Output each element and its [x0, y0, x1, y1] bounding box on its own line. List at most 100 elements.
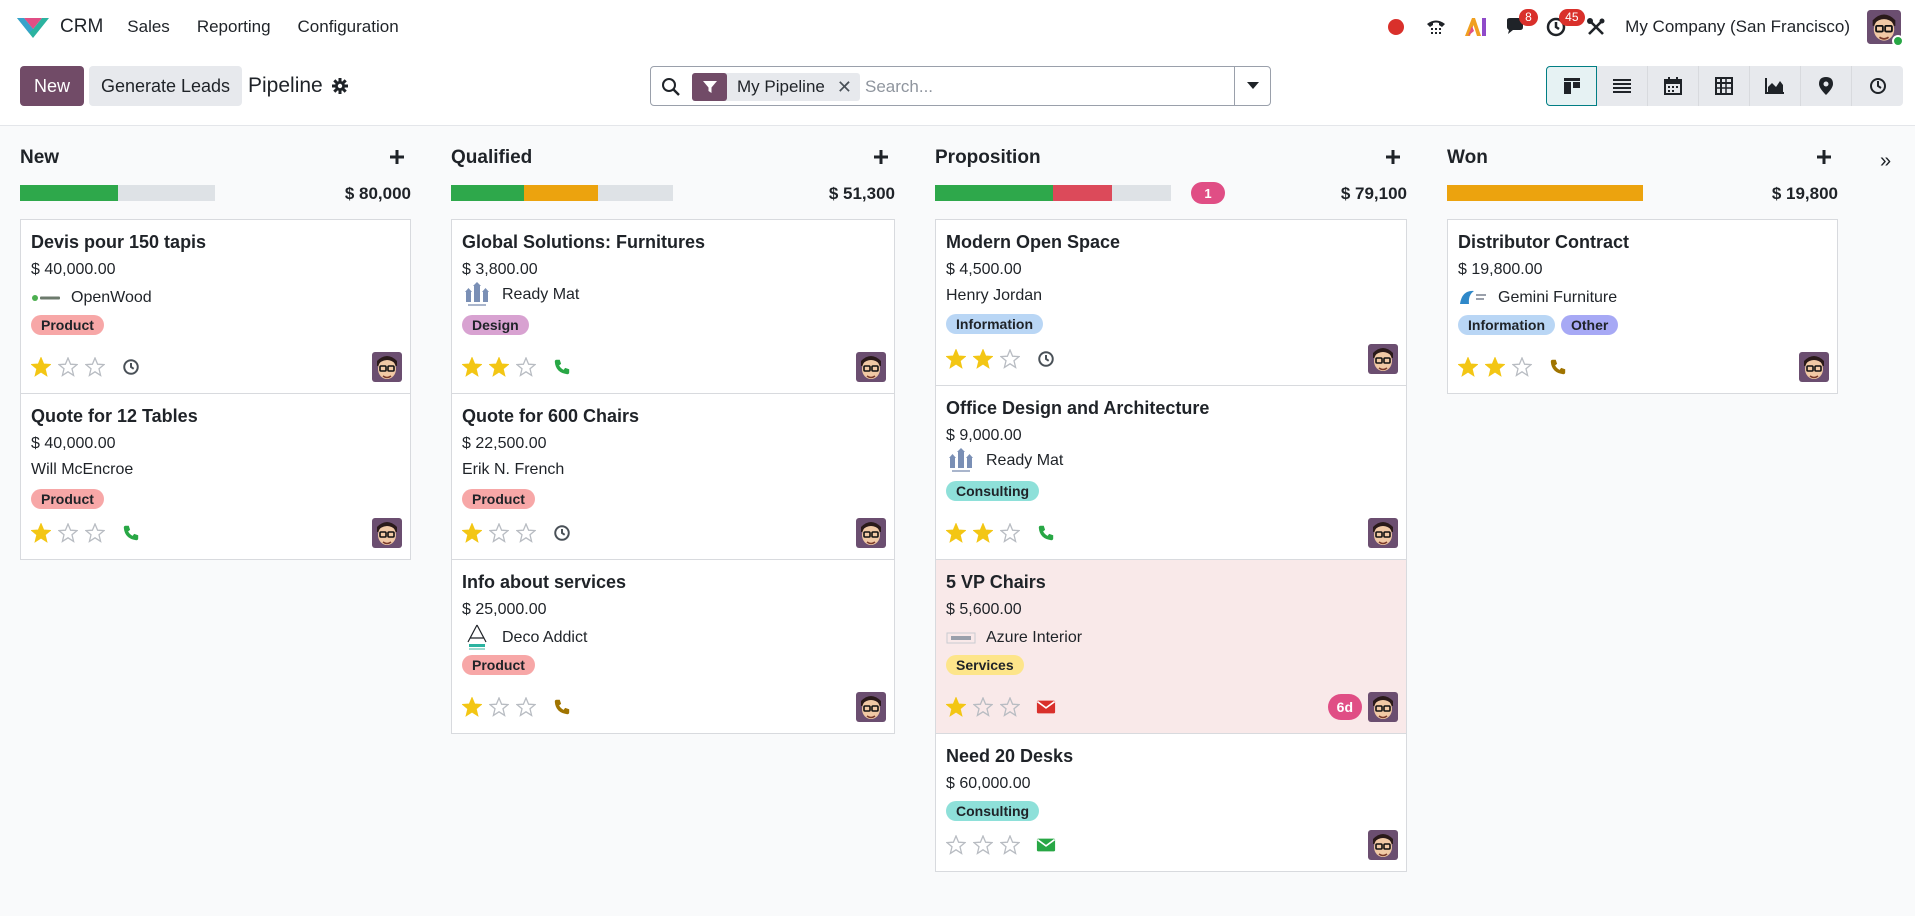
star-empty-icon[interactable] [1511, 356, 1533, 377]
list-view-button[interactable] [1597, 66, 1648, 106]
clock-activity-icon[interactable] [552, 523, 572, 543]
kanban-card[interactable]: Office Design and Architecture $ 9,000.00… [935, 385, 1407, 560]
salesperson-avatar[interactable] [856, 692, 886, 722]
company-switcher[interactable]: My Company (San Francisco) [1625, 17, 1850, 36]
menu-configuration[interactable]: Configuration [297, 17, 399, 36]
column-progress-bar[interactable] [20, 185, 215, 201]
progress-segment[interactable] [20, 185, 118, 201]
menu-reporting[interactable]: Reporting [196, 17, 271, 36]
star-filled-icon[interactable] [461, 696, 483, 717]
gear-icon[interactable] [332, 78, 348, 94]
progress-segment[interactable] [935, 185, 1053, 201]
salesperson-avatar[interactable] [856, 518, 886, 548]
quick-create-plus-icon[interactable] [389, 149, 405, 165]
map-view-button[interactable] [1801, 66, 1852, 106]
kanban-card[interactable]: 5 VP Chairs $ 5,600.00 Azure Interior Servi… [935, 559, 1407, 734]
mail-activity-icon[interactable] [1036, 697, 1056, 717]
progress-segment[interactable] [1447, 185, 1643, 201]
recording-indicator[interactable] [1379, 10, 1413, 44]
star-empty-icon[interactable] [515, 356, 537, 377]
generate-leads-button[interactable]: Generate Leads [89, 66, 242, 106]
salesperson-avatar[interactable] [372, 518, 402, 548]
kanban-card[interactable]: Quote for 12 Tables $ 40,000.00 Will McEnc… [20, 393, 411, 560]
star-empty-icon[interactable] [945, 834, 967, 855]
phone-activity-icon[interactable] [121, 523, 141, 543]
graph-view-button[interactable] [1750, 66, 1801, 106]
star-empty-icon[interactable] [972, 834, 994, 855]
menu-sales[interactable]: Sales [127, 17, 170, 36]
column-progress-bar[interactable] [935, 185, 1171, 201]
remove-facet-icon[interactable]: ✕ [836, 76, 852, 97]
quick-create-plus-icon[interactable] [873, 149, 889, 165]
star-filled-icon[interactable] [488, 356, 510, 377]
star-empty-icon[interactable] [84, 356, 106, 377]
star-filled-icon[interactable] [30, 522, 52, 543]
phone-activity-icon[interactable] [1036, 523, 1056, 543]
kanban-card[interactable]: Global Solutions: Furnitures $ 3,800.00 Re… [451, 219, 895, 394]
star-filled-icon[interactable] [972, 522, 994, 543]
star-empty-icon[interactable] [972, 696, 994, 717]
star-empty-icon[interactable] [515, 696, 537, 717]
salesperson-avatar[interactable] [1799, 352, 1829, 382]
star-filled-icon[interactable] [945, 696, 967, 717]
star-filled-icon[interactable] [461, 522, 483, 543]
fold-columns-icon[interactable]: » [1880, 150, 1892, 172]
star-empty-icon[interactable] [488, 696, 510, 717]
pivot-view-button[interactable] [1699, 66, 1750, 106]
mail-activity-icon[interactable] [1036, 835, 1056, 855]
star-empty-icon[interactable] [999, 348, 1021, 369]
star-filled-icon[interactable] [1457, 356, 1479, 377]
discuss-button[interactable]: 8 [1499, 9, 1538, 44]
star-empty-icon[interactable] [84, 522, 106, 543]
debug-tools-button[interactable] [1579, 10, 1613, 44]
kanban-card[interactable]: Distributor Contract $ 19,800.00 Gemini Fu… [1447, 219, 1838, 394]
salesperson-avatar[interactable] [1368, 692, 1398, 722]
star-empty-icon[interactable] [57, 522, 79, 543]
calendar-view-button[interactable] [1648, 66, 1699, 106]
star-empty-icon[interactable] [999, 696, 1021, 717]
search-icon[interactable] [661, 77, 681, 97]
star-empty-icon[interactable] [488, 522, 510, 543]
salesperson-avatar[interactable] [372, 352, 402, 382]
star-filled-icon[interactable] [972, 348, 994, 369]
new-button[interactable]: New [20, 66, 84, 106]
star-filled-icon[interactable] [945, 348, 967, 369]
kanban-card[interactable]: Info about services $ 25,000.00 Deco Addic… [451, 559, 895, 734]
kanban-card[interactable]: Need 20 Desks $ 60,000.00 Consulting [935, 733, 1407, 872]
phone-activity-icon[interactable] [552, 697, 572, 717]
quick-create-plus-icon[interactable] [1816, 149, 1832, 165]
kanban-card[interactable]: Devis pour 150 tapis $ 40,000.00 OpenWood P… [20, 219, 411, 394]
activity-button[interactable]: 45 [1539, 9, 1585, 44]
star-empty-icon[interactable] [999, 834, 1021, 855]
star-empty-icon[interactable] [57, 356, 79, 377]
phone-activity-icon[interactable] [1548, 357, 1568, 377]
ai-button[interactable] [1459, 10, 1493, 44]
salesperson-avatar[interactable] [1368, 518, 1398, 548]
progress-segment[interactable] [1053, 185, 1112, 201]
activity-view-button[interactable] [1852, 66, 1903, 106]
star-empty-icon[interactable] [515, 522, 537, 543]
kanban-card[interactable]: Modern Open Space $ 4,500.00 Henry Jordan I… [935, 219, 1407, 386]
voip-phone-button[interactable] [1419, 10, 1453, 44]
progress-segment[interactable] [524, 185, 598, 201]
salesperson-avatar[interactable] [1368, 344, 1398, 374]
column-record-count[interactable]: 1 [1191, 182, 1225, 204]
app-brand[interactable]: CRM [16, 14, 103, 40]
progress-segment[interactable] [451, 185, 525, 201]
quick-create-plus-icon[interactable] [1385, 149, 1401, 165]
search-options-toggle[interactable] [1234, 67, 1270, 105]
clock-activity-icon[interactable] [1036, 349, 1056, 369]
search-facet[interactable]: My Pipeline ✕ [692, 73, 860, 101]
star-filled-icon[interactable] [30, 356, 52, 377]
clock-activity-icon[interactable] [121, 357, 141, 377]
kanban-view-button[interactable] [1546, 66, 1597, 106]
salesperson-avatar[interactable] [856, 352, 886, 382]
kanban-card[interactable]: Quote for 600 Chairs $ 22,500.00 Erik N. F… [451, 393, 895, 560]
search-input[interactable] [865, 75, 1235, 99]
phone-activity-icon[interactable] [552, 357, 572, 377]
salesperson-avatar[interactable] [1368, 830, 1398, 860]
star-empty-icon[interactable] [999, 522, 1021, 543]
star-filled-icon[interactable] [1484, 356, 1506, 377]
user-avatar[interactable] [1867, 10, 1904, 47]
star-filled-icon[interactable] [945, 522, 967, 543]
